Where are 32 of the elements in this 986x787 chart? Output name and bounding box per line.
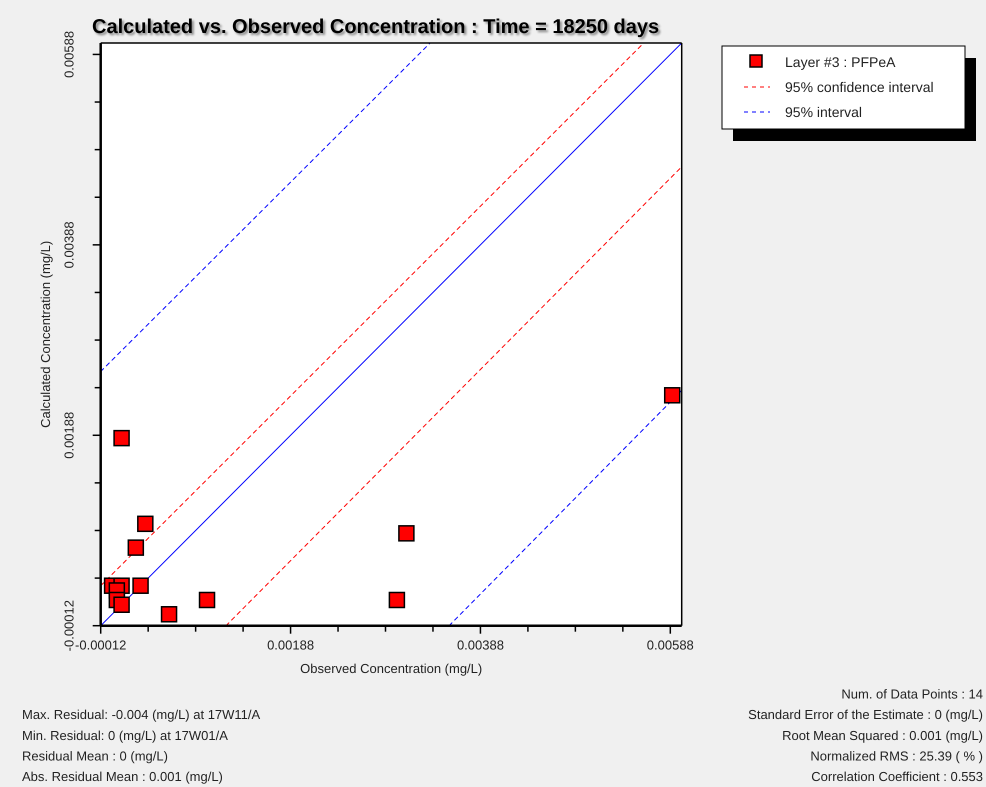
point: [198, 592, 216, 608]
text: Root Mean Squared : 0.001 (mg/L): [782, 728, 983, 743]
point: [113, 596, 130, 614]
point: [128, 539, 144, 556]
y-tick-label: 0.00388: [62, 221, 77, 268]
text: Standard Error of the Estimate : 0 (mg/L): [748, 707, 983, 722]
legend-label: 95% confidence interval: [785, 79, 934, 95]
legend-label: 95% interval: [785, 104, 862, 120]
text: Abs. Residual Mean : 0.001 (mg/L): [22, 769, 223, 784]
x-axis-title: Observed Concentration (mg/L): [300, 661, 482, 676]
point: [137, 516, 154, 532]
text: Num. of Data Points : 14: [841, 686, 983, 702]
text: Max. Residual: -0.004 (mg/L) at 17W11/A: [22, 707, 261, 722]
x-tick-label: -0.00012: [75, 638, 126, 653]
text: Residual Mean : 0 (mg/L): [22, 748, 168, 764]
point: [664, 387, 680, 404]
text: Normalized RMS : 25.39 ( % ): [810, 748, 983, 764]
point: [160, 606, 178, 623]
point: [113, 430, 130, 446]
y-tick-label: 0.00188: [62, 412, 77, 459]
chart-title: Calculated vs. Observed Concentration : Time = 18250 days: [92, 16, 660, 38]
legend-label: Layer #3 : PFPeA: [785, 54, 896, 70]
point: [132, 577, 149, 594]
point: [398, 525, 415, 542]
x-tick-label: 0.00388: [456, 638, 504, 653]
x-tick-label: 0.00588: [646, 638, 694, 653]
y-axis-title: Calculated Concentration (mg/L): [38, 240, 53, 428]
x-tick-label: 0.00188: [267, 638, 314, 653]
y-tick-label: 0.00588: [62, 30, 77, 78]
point: [388, 592, 406, 608]
text: Min. Residual: 0 (mg/L) at 17W01/A: [22, 728, 228, 743]
text: Correlation Coefficient : 0.553: [811, 769, 983, 784]
